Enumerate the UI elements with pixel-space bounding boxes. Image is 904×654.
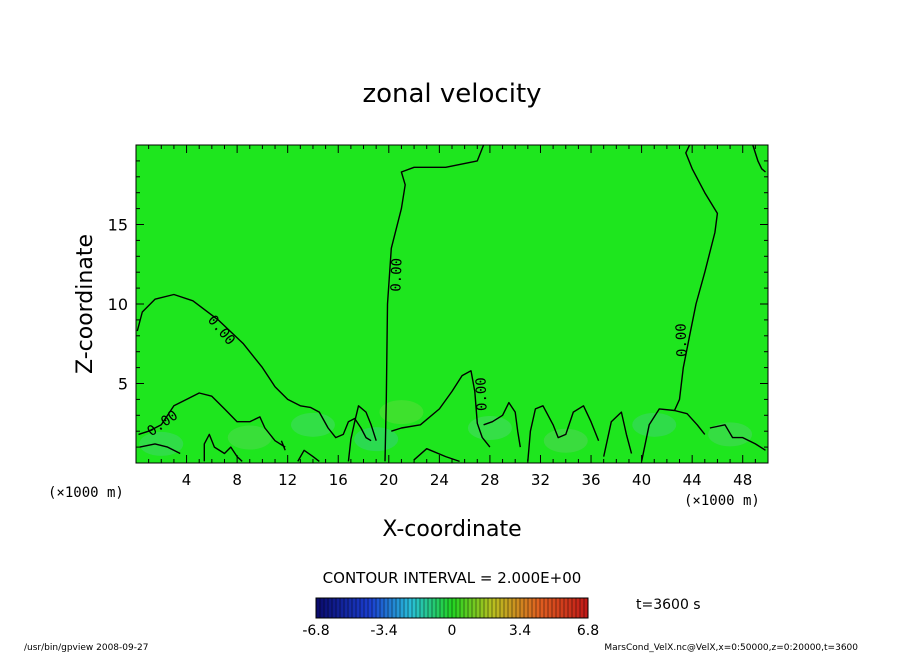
x-tick-label: 8 xyxy=(232,471,242,489)
colorbar-tick-label: 0 xyxy=(448,623,457,639)
contour-label: 0.00 xyxy=(473,377,490,411)
x-tick-label: 40 xyxy=(632,471,651,489)
contour-line xyxy=(203,433,243,462)
y-tick-label: 5 xyxy=(118,375,128,394)
colorbar-tick-label: 3.4 xyxy=(509,623,531,639)
colorbar-tick-label: 6.8 xyxy=(577,623,599,639)
x-tick-label: 32 xyxy=(531,471,550,489)
shading-patch xyxy=(227,425,272,450)
x-tick-label: 24 xyxy=(430,471,449,489)
contour-line xyxy=(752,145,766,173)
contour-line xyxy=(138,392,286,448)
y-axis-label: Z-coordinate xyxy=(73,234,98,374)
colorbar-tick-label: -3.4 xyxy=(370,623,397,639)
contour-interval: CONTOUR INTERVAL = 2.000E+00 xyxy=(323,569,582,587)
x-units-left: (×1000 m) xyxy=(48,485,124,501)
shading-patch xyxy=(379,400,424,425)
x-axis-label: X-coordinate xyxy=(382,517,521,542)
x-tick-label: 36 xyxy=(581,471,600,489)
x-tick-label: 16 xyxy=(329,471,348,489)
contour-label: 0.00 xyxy=(388,258,405,292)
y-tick-label: 15 xyxy=(108,216,128,235)
footer-left: /usr/bin/gpview 2008-09-27 xyxy=(24,643,148,653)
contour-line xyxy=(384,145,485,462)
y-axis: 5 10 15 xyxy=(108,160,768,448)
contour-line xyxy=(391,370,491,448)
x-tick-label: 12 xyxy=(278,471,297,489)
x-tick-label: 48 xyxy=(733,471,752,489)
colorbar-stripes xyxy=(319,598,585,618)
shading-patch xyxy=(290,412,335,437)
contour-labels: 0.00 0.00 0.00 0.00 0.00 xyxy=(144,258,690,440)
contour-line xyxy=(413,448,460,463)
x-tick-label: 44 xyxy=(683,471,702,489)
contour-label: 0.00 xyxy=(673,323,690,357)
contour-line xyxy=(483,401,521,448)
contour-line xyxy=(603,411,633,457)
contour-line xyxy=(709,424,766,451)
contour-lines xyxy=(136,145,766,463)
near-surface-shading xyxy=(139,400,753,456)
plot-area xyxy=(136,145,768,463)
footer-right: MarsCond_VelX.nc@VelX,x=0:50000,z=0:2000… xyxy=(604,643,858,653)
x-tick-label: 4 xyxy=(182,471,192,489)
contour-line xyxy=(136,293,372,442)
x-tick-label: 20 xyxy=(379,471,398,489)
x-axis: 4 8 12 16 20 24 28 32 36 40 44 48 xyxy=(148,145,756,489)
contour-line xyxy=(527,405,600,462)
time-label: t=3600 s xyxy=(636,597,701,613)
x-units-right: (×1000 m) xyxy=(684,493,760,509)
chart-title: zonal velocity xyxy=(362,79,541,109)
colorbar-ticks: -6.8 -3.4 0 3.4 6.8 xyxy=(302,623,599,639)
shading-patch xyxy=(467,416,512,441)
contour-line xyxy=(673,145,719,411)
contour-line xyxy=(280,440,286,451)
contour-line xyxy=(640,408,706,462)
contour-line xyxy=(139,443,181,455)
shading-patch xyxy=(543,428,588,453)
colorbar-tick-label: -6.8 xyxy=(302,623,329,639)
shading-patch xyxy=(632,412,677,437)
contour-line xyxy=(347,405,377,462)
y-tick-label: 10 xyxy=(108,295,128,314)
x-tick-label: 28 xyxy=(480,471,499,489)
contour-line xyxy=(297,449,320,462)
